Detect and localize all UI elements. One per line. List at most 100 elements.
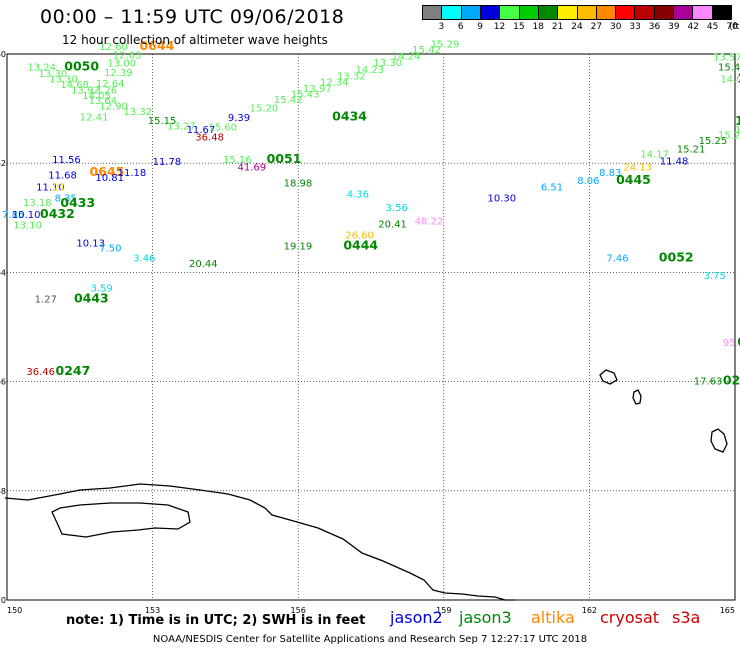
wave-height-value: 15.42 — [274, 95, 303, 106]
wave-height-value: 13.26 — [89, 85, 118, 96]
pass-time-label: 0247 — [56, 363, 91, 378]
wave-height-value: 15.60 — [208, 122, 237, 133]
x-tick-label: 150 — [7, 606, 22, 615]
island-small-3 — [710, 428, 728, 453]
color-swatch — [422, 5, 443, 20]
wave-height-value: 13.30 — [39, 69, 68, 80]
wave-height-value: 14.24 — [392, 51, 421, 62]
y-tick-label: -66 — [0, 378, 6, 387]
legend-altika: altika — [531, 608, 575, 627]
color-swatch — [693, 5, 713, 20]
color-scale-label: 24 — [571, 22, 583, 32]
color-scale-label: 39 — [668, 22, 680, 32]
color-swatch — [500, 5, 520, 20]
wave-height-value: 13.97 — [303, 84, 332, 95]
pass-time-label: 0 — [737, 334, 740, 349]
wave-height-value: 20.44 — [189, 259, 218, 270]
wave-height-value: 21 — [53, 183, 66, 194]
wave-height-value: 3.46 — [133, 253, 155, 264]
wave-height-value: 11.68 — [48, 170, 77, 181]
color-swatch — [442, 5, 462, 20]
wave-height-value: 19.19 — [284, 241, 313, 252]
wave-height-value: 3.59 — [90, 284, 112, 295]
graticule — [6, 53, 736, 601]
legend-cryosat: cryosat — [600, 608, 660, 627]
wave-height-value: 8.06 — [577, 176, 599, 187]
color-scale-label: 42 — [687, 22, 699, 32]
color-swatch — [461, 5, 481, 20]
plot-border — [6, 53, 736, 601]
wave-height-value: 10.13 — [76, 239, 105, 250]
wave-height-value: 14.23 — [355, 65, 384, 76]
wave-height-value: 12.90 — [99, 102, 128, 113]
map-title: 00:00 – 11:59 UTC 09/06/2018 — [40, 6, 345, 28]
wave-height-value: 8.83 — [599, 168, 621, 179]
wave-height-value: 18.98 — [284, 179, 313, 190]
color-scale-label: 33 — [629, 22, 641, 32]
wave-height-value: 9.39 — [228, 113, 250, 124]
pass-time-label: 0444 — [343, 237, 378, 252]
color-scale-label: 18 — [532, 22, 544, 32]
pass-time-label: 0051 — [267, 151, 302, 166]
wave-height-value: 3.75 — [703, 271, 725, 282]
x-tick-label: 153 — [145, 606, 160, 615]
color-scale-label: 12 — [493, 22, 506, 32]
wave-height-value: 15.29 — [431, 39, 460, 50]
wave-height-value: 3.56 — [386, 203, 408, 214]
wave-height-value: 15.45 — [718, 62, 740, 73]
legend-s3a: s3a — [672, 608, 701, 627]
wave-height-value: 13.32 — [337, 72, 366, 83]
wave-height-value: 10.81 — [95, 173, 124, 184]
wave-height-value: 13.57 — [713, 53, 740, 64]
color-scale-label: 3 — [438, 22, 445, 32]
color-swatch — [519, 5, 539, 20]
x-tick-label: 156 — [291, 606, 306, 615]
wave-height-value: 11.56 — [52, 155, 81, 166]
pass-time-label: 0434 — [332, 109, 367, 124]
color-scale-label: 70 — [726, 22, 738, 32]
pass-time-label: 0443 — [74, 290, 109, 305]
legend-jason2: jason2 — [390, 608, 443, 627]
legend-jason3: jason3 — [459, 608, 512, 627]
pass-time-label: 0644 — [139, 38, 174, 53]
wave-height-value: 24.13 — [623, 162, 652, 173]
wave-height-value: 13.27 — [167, 121, 196, 132]
color-scale-label: 15 — [513, 22, 525, 32]
wave-height-value: 6.51 — [541, 183, 563, 194]
color-scale-unit: (ft) — [729, 22, 740, 32]
wave-height-value: 7.46 — [606, 253, 628, 264]
x-tick-label: 162 — [582, 606, 597, 615]
wave-height-value: 12.39 — [104, 68, 133, 79]
color-swatch — [654, 5, 675, 20]
color-swatch — [635, 5, 655, 20]
wave-height-value: 15.21 — [677, 144, 706, 155]
wave-height-value: 7.85 — [2, 210, 24, 221]
wave-height-value: 26.60 — [345, 231, 374, 242]
pass-time-label: 1 — [737, 70, 740, 85]
wave-height-value: 15.42 — [412, 45, 441, 56]
wave-height-value: 13.64 — [89, 96, 118, 107]
wave-height-value: 12.34 — [320, 78, 349, 89]
color-swatch — [616, 5, 636, 20]
y-tick-label: -60 — [0, 50, 6, 59]
mainland-coastline — [4, 483, 515, 601]
wave-height-value: 13.92 — [71, 85, 100, 96]
wave-height-observations: 12.60 064412.6313.0012.3912.6413.2413.301… — [2, 38, 740, 387]
wave-height-value: 15.43 — [291, 90, 320, 101]
wave-height-value: 36.48 — [195, 132, 224, 143]
wave-height-value: 11.67 — [187, 125, 216, 136]
wave-height-value: 11.78 — [153, 157, 182, 168]
pass-time-label: 0050 — [64, 58, 99, 73]
pass-time-label: 0445 — [616, 172, 651, 187]
coastlines — [4, 369, 728, 601]
color-swatch — [538, 5, 559, 20]
pass-time-label: 0432 — [40, 206, 75, 221]
wave-height-value: 20.41 — [378, 220, 407, 231]
footer-credit: NOAA/NESDIS Center for Satellite Applica… — [152, 634, 588, 645]
color-scale-label: 36 — [648, 22, 661, 32]
wave-height-value: 8.35 — [55, 193, 77, 204]
y-tick-label: -64 — [0, 268, 6, 277]
wave-height-value: 13.32 — [123, 107, 152, 118]
